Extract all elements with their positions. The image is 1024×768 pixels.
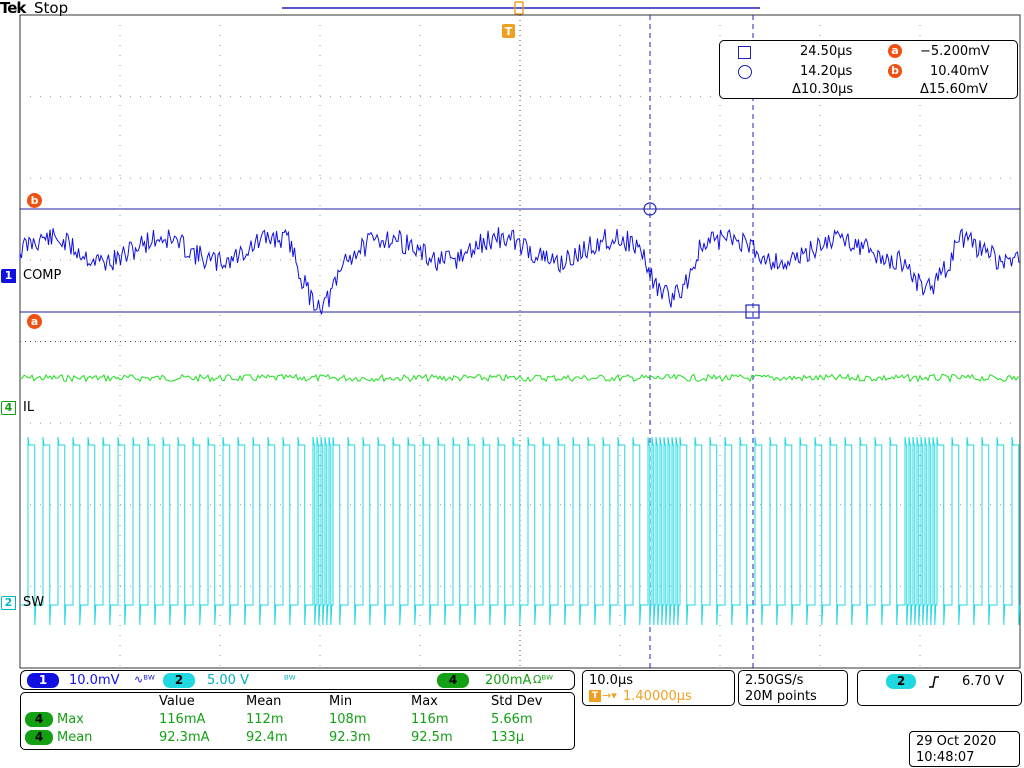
ch1-comp-trace — [19, 227, 1020, 315]
measurement-table[interactable]: Value Mean Min Max Std Dev 4 Max 116mA 112m 108m… — [20, 692, 575, 750]
ch2-bandwidth-icon: ᴮᵂ — [284, 673, 296, 686]
measurement-cell: 5.66m — [491, 712, 533, 727]
ch1-bandwidth-icon: ∿ᴮᵂ — [134, 673, 155, 686]
trigger-level: 6.70 V — [962, 674, 1004, 689]
cursor-b-level-icon: b — [888, 64, 902, 78]
channel-settings-bar[interactable]: 1 10.0mV ∿ᴮᵂ 2 5.00 V ᴮᵂ 4 200mA Ωᴮᵂ — [20, 670, 575, 690]
measurement-cell: 92.3m — [329, 730, 371, 745]
measurement-cell: 92.4m — [246, 730, 288, 745]
acquisition-state: Stop — [34, 0, 69, 17]
waveform-display[interactable]: T — [0, 0, 1024, 670]
measurement-header: Value — [159, 694, 195, 709]
ch2-sw-trace — [20, 436, 1021, 626]
horizontal-scale: 10.0µs — [589, 673, 633, 688]
measurement-header: Max — [411, 694, 438, 709]
record-length: 20M points — [745, 689, 817, 704]
cursor-delta-level: Δ15.60mV — [920, 82, 988, 97]
cursor-delta-time: Δ10.30µs — [792, 82, 854, 97]
time: 10:48:07 — [916, 750, 975, 765]
measurement-cell: 112m — [246, 712, 284, 727]
ch1-trace-label: COMP — [23, 268, 62, 283]
cursor-a-time-icon — [738, 46, 751, 59]
trigger-source-indicator: 2 — [886, 674, 916, 689]
trigger-position-icon — [502, 24, 515, 38]
measurement-channel-indicator: 4 — [25, 712, 53, 727]
ch4-ground-marker[interactable]: 4 — [1, 401, 16, 415]
cursor-b-marker-icon[interactable]: b — [27, 193, 42, 208]
measurement-name: Max — [57, 712, 84, 727]
cursor-b-level: 10.40mV — [930, 64, 989, 79]
cursor-b-point-icon — [643, 202, 657, 216]
measurement-cell: 133µ — [491, 730, 525, 745]
trigger-position-value: 1.40000µs — [623, 689, 692, 704]
trigger-panel[interactable]: 2 6.70 V — [857, 670, 1022, 706]
record-view-window — [514, 1, 524, 15]
brand-logo: Tek — [0, 0, 26, 17]
date: 29 Oct 2020 — [916, 734, 997, 749]
cursor-a-time: 24.50µs — [800, 44, 853, 59]
measurement-cell: 116mA — [159, 712, 206, 727]
trigger-position-arrow-icon: T — [589, 690, 601, 702]
rising-edge-icon — [929, 676, 939, 688]
measurement-cell: 116m — [411, 712, 449, 727]
ch4-il-trace — [19, 373, 1021, 384]
measurement-cell: 92.5m — [411, 730, 453, 745]
ch2-trace-label: SW — [23, 595, 45, 610]
sample-rate: 2.50GS/s — [745, 673, 804, 688]
trigger-position-arrow: →▾ — [602, 689, 617, 702]
ch2-scale[interactable]: 5.00 V — [207, 673, 249, 688]
ch2-indicator[interactable]: 2 — [163, 673, 195, 688]
ch1-ground-marker[interactable]: 1 — [1, 269, 16, 283]
measurement-cell: 108m — [329, 712, 367, 727]
cursor-b-time: 14.20µs — [800, 64, 853, 79]
acquisition-panel[interactable]: 2.50GS/s 20M points — [738, 670, 848, 706]
timebase-panel[interactable]: 10.0µs T →▾ 1.40000µs — [582, 670, 735, 706]
ch4-trace-label: IL — [23, 400, 35, 415]
measurement-header: Std Dev — [491, 694, 543, 709]
cursor-a-point-icon — [745, 304, 760, 319]
ch4-scale[interactable]: 200mA — [485, 673, 532, 688]
ch2-ground-marker[interactable]: 2 — [1, 596, 16, 610]
ch1-indicator[interactable]: 1 — [27, 673, 59, 688]
ch4-bandwidth-icon: Ωᴮᵂ — [533, 673, 554, 686]
measurement-header: Min — [329, 694, 353, 709]
cursor-a-level: −5.200mV — [920, 44, 990, 59]
ch4-indicator[interactable]: 4 — [437, 673, 469, 688]
measurement-cell: 92.3mA — [159, 730, 210, 745]
cursor-b-time-icon — [738, 65, 752, 79]
ch1-scale[interactable]: 10.0mV — [69, 673, 120, 688]
cursor-a-level-icon: a — [888, 44, 902, 58]
measurement-channel-indicator: 4 — [25, 730, 53, 745]
cursor-a-marker-icon[interactable]: a — [27, 314, 42, 329]
datetime-panel: 29 Oct 2020 10:48:07 — [909, 731, 1020, 767]
measurement-header: Mean — [246, 694, 282, 709]
trigger-position-letter: T — [505, 25, 513, 38]
measurement-name: Mean — [57, 730, 93, 745]
cursor-readout-panel[interactable]: 24.50µs 14.20µs Δ10.30µs a −5.200mV b 10… — [719, 40, 1018, 99]
